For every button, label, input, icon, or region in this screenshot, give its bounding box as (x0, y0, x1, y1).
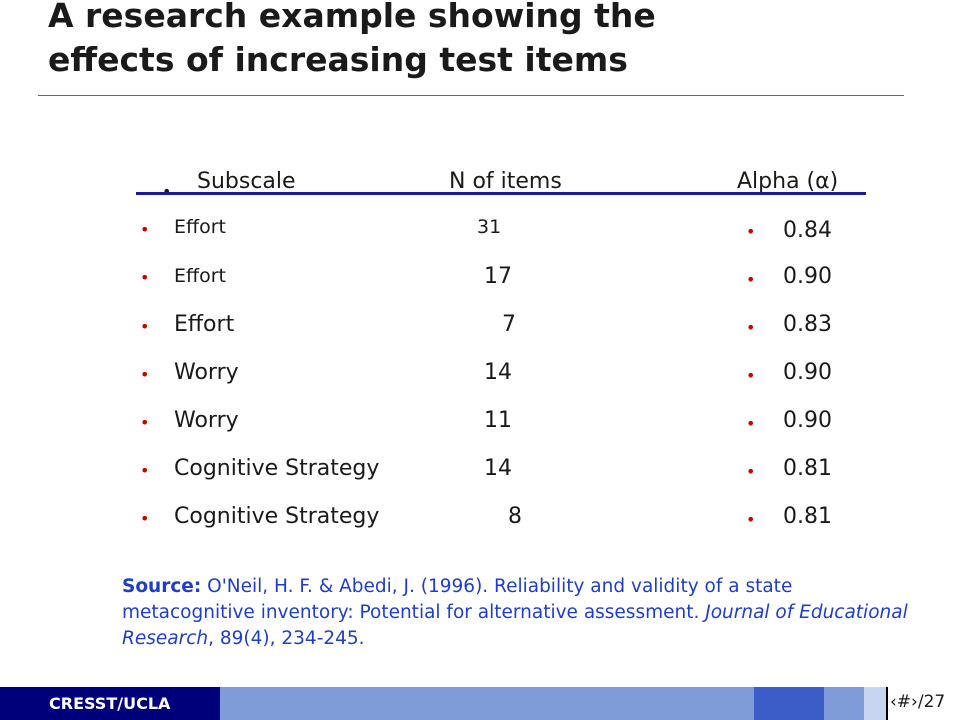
row-alpha: 0.81 (783, 504, 832, 529)
row-n-items: 14 (484, 360, 512, 385)
row-n-items: 14 (484, 456, 512, 481)
row-bullet-icon: • (140, 220, 150, 239)
title-divider (38, 95, 904, 96)
row-bullet-icon: • (140, 413, 150, 432)
row-subscale: Cognitive Strategy (174, 504, 380, 529)
row-n-items: 8 (508, 504, 522, 529)
footer-segment-light-2 (824, 687, 864, 720)
row-subscale: Worry (174, 408, 239, 433)
footer-segment-white (886, 687, 960, 720)
source-journal: Journal of Educational Research (122, 602, 908, 649)
row-subscale: Worry (174, 360, 239, 385)
alpha-bullet-icon: • (746, 318, 756, 337)
header-alpha: Alpha (α) (737, 169, 839, 194)
page-number: ‹#›/27 (890, 692, 946, 712)
row-alpha: 0.90 (783, 264, 832, 289)
row-alpha: 0.84 (783, 218, 832, 243)
header-underline (136, 192, 866, 195)
row-bullet-icon: • (140, 509, 150, 528)
row-alpha: 0.90 (783, 360, 832, 385)
row-bullet-icon: • (140, 317, 150, 336)
source-label: Source: (122, 576, 202, 597)
source-citation: Source: O'Neil, H. F. & Abedi, J. (1996)… (122, 574, 922, 652)
row-n-items: 31 (477, 216, 502, 238)
header-bullet-icon: • (162, 174, 171, 210)
row-bullet-icon: • (140, 365, 150, 384)
footer-divider (886, 687, 888, 720)
alpha-bullet-icon: • (746, 462, 756, 481)
table-header: • Subscale N of items Alpha (α) (0, 164, 960, 201)
row-n-items: 7 (502, 312, 516, 337)
footer-label: CRESST/UCLA (49, 694, 171, 713)
alpha-bullet-icon: • (746, 366, 756, 385)
footer-segment-mid (754, 687, 824, 720)
row-subscale: Effort (174, 312, 235, 337)
row-alpha: 0.83 (783, 312, 832, 337)
row-alpha: 0.90 (783, 408, 832, 433)
alpha-bullet-icon: • (746, 510, 756, 529)
footer-segment-pale (864, 687, 886, 720)
footer-segment-light (220, 687, 754, 720)
source-text-end: , 89(4), 234-245. (208, 628, 365, 649)
row-alpha: 0.81 (783, 456, 832, 481)
row-subscale: Cognitive Strategy (174, 456, 380, 481)
footer-segment-dark (0, 687, 220, 720)
row-bullet-icon: • (140, 461, 150, 480)
row-n-items: 11 (484, 408, 512, 433)
alpha-bullet-icon: • (746, 270, 756, 289)
row-bullet-icon: • (140, 268, 150, 287)
alpha-bullet-icon: • (746, 414, 756, 433)
slide-title: A research example showing the effects o… (48, 0, 656, 79)
alpha-bullet-icon: • (746, 222, 756, 241)
header-subscale: Subscale (197, 169, 296, 194)
row-subscale: Effort (174, 265, 226, 287)
row-subscale: Effort (174, 216, 226, 238)
row-n-items: 17 (484, 264, 512, 289)
header-n-items: N of items (449, 169, 562, 194)
source-text: O'Neil, H. F. & Abedi, J. (1996). Reliab… (122, 576, 793, 623)
footer-bar: CRESST/UCLA ‹#›/27 (0, 687, 960, 720)
